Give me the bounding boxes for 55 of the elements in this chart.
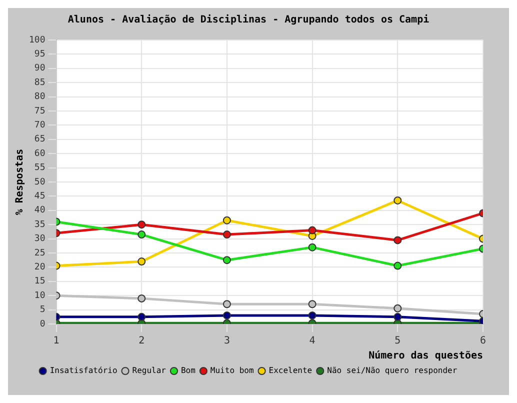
point: [222, 256, 231, 264]
y-tick-label: 80: [34, 92, 46, 102]
point: [138, 294, 146, 302]
y-tick-label: 65: [34, 134, 46, 145]
point: [308, 300, 316, 308]
y-tick-label: 100: [28, 35, 46, 46]
x-tick-label: 1: [53, 336, 60, 347]
x-tick-label: 3: [224, 336, 230, 347]
y-tick-label: 10: [34, 290, 46, 301]
y-tick-label: 55: [34, 163, 46, 174]
y-tick-label: 20: [34, 262, 46, 273]
legend-label: Não sei/Não quero responder: [327, 366, 458, 376]
point: [394, 236, 402, 244]
point: [138, 258, 146, 266]
legend-label: Excelente: [268, 366, 312, 376]
y-tick-label: 15: [34, 276, 46, 287]
point: [222, 300, 231, 308]
point: [138, 230, 146, 239]
point: [308, 226, 316, 234]
y-tick-label: 0: [40, 319, 46, 330]
x-tick-label: 5: [394, 336, 401, 347]
y-axis-title: % Respostas: [14, 148, 26, 216]
point: [394, 262, 402, 270]
point: [394, 312, 402, 321]
point: [138, 220, 146, 229]
point: [394, 304, 402, 312]
y-tick-label: 40: [34, 206, 46, 216]
legend-label: Insatisfatório: [50, 366, 118, 376]
x-tick-label: 6: [480, 336, 486, 347]
y-tick-label: 90: [34, 64, 46, 74]
point: [394, 196, 402, 204]
x-tick-label: 2: [138, 336, 145, 347]
y-tick-label: 25: [34, 248, 46, 258]
x-axis-title: Número das questões: [368, 350, 483, 362]
legend-label: Regular: [132, 366, 166, 376]
chart-title: Alunos - Avaliação de Disciplinas - Agrupando todos os Campi: [68, 14, 430, 26]
y-tick-label: 70: [34, 120, 46, 131]
y-tick-label: 95: [34, 50, 46, 60]
point: [308, 243, 316, 252]
y-tick-label: 75: [34, 106, 46, 116]
legend-label: Bom: [180, 366, 196, 376]
legend-label: Muito bom: [210, 366, 254, 376]
y-tick-label: 35: [34, 220, 46, 230]
x-tick-label: 4: [309, 336, 316, 347]
y-tick-label: 60: [34, 148, 46, 159]
point: [308, 311, 316, 320]
y-tick-label: 50: [34, 177, 46, 188]
y-tick-label: 45: [34, 192, 46, 202]
point: [222, 230, 231, 239]
y-tick-label: 30: [34, 234, 46, 244]
point: [138, 312, 146, 321]
point: [222, 311, 231, 320]
y-tick-label: 85: [34, 78, 46, 88]
point: [222, 216, 231, 224]
y-tick-label: 5: [40, 305, 46, 316]
